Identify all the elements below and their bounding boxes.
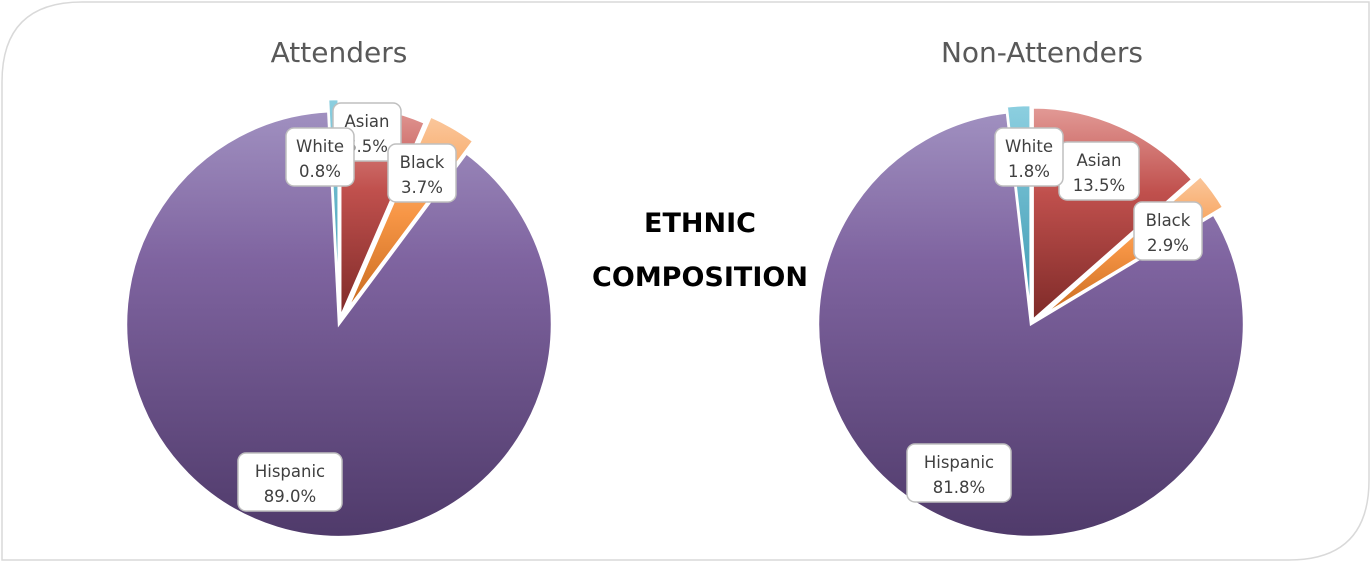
- chart-title-attenders: Attenders: [270, 36, 408, 69]
- data-label-category: Black: [1146, 211, 1191, 230]
- data-label-category: Asian: [344, 112, 389, 131]
- data-label-value: 2.9%: [1147, 236, 1189, 255]
- data-label-attenders-black: Black 3.7%: [387, 143, 457, 203]
- data-label-value: 89.0%: [264, 487, 316, 506]
- pie-slice-attenders-hispanic: [124, 109, 554, 539]
- data-label-value: 3.7%: [401, 178, 443, 197]
- data-label-category: Hispanic: [924, 453, 994, 472]
- data-label-attenders-hispanic: Hispanic 89.0%: [237, 452, 343, 512]
- data-label-category: White: [1005, 137, 1053, 156]
- data-label-non-attenders-white: White 1.8%: [994, 127, 1064, 187]
- data-label-value: 0.8%: [299, 162, 341, 181]
- data-label-category: Hispanic: [255, 462, 325, 481]
- data-label-attenders-white: White 0.8%: [285, 127, 355, 187]
- center-title-line2: COMPOSITION: [592, 262, 808, 293]
- data-label-category: Asian: [1076, 151, 1121, 170]
- data-label-value: 6.5%: [346, 137, 388, 156]
- pie-slice-non-attenders-hispanic: [816, 110, 1246, 539]
- data-label-value: 13.5%: [1073, 176, 1125, 195]
- data-label-category: White: [296, 137, 344, 156]
- chart-title-non-attenders: Non-Attenders: [940, 36, 1143, 69]
- data-label-value: 81.8%: [933, 478, 985, 497]
- center-title-line1: ETHNIC: [644, 208, 756, 239]
- data-label-non-attenders-asian: Asian 13.5%: [1058, 141, 1140, 201]
- data-label-non-attenders-hispanic: Hispanic 81.8%: [906, 443, 1012, 503]
- data-label-value: 1.8%: [1008, 162, 1050, 181]
- data-label-non-attenders-black: Black 2.9%: [1133, 201, 1203, 261]
- data-label-category: Black: [400, 153, 445, 172]
